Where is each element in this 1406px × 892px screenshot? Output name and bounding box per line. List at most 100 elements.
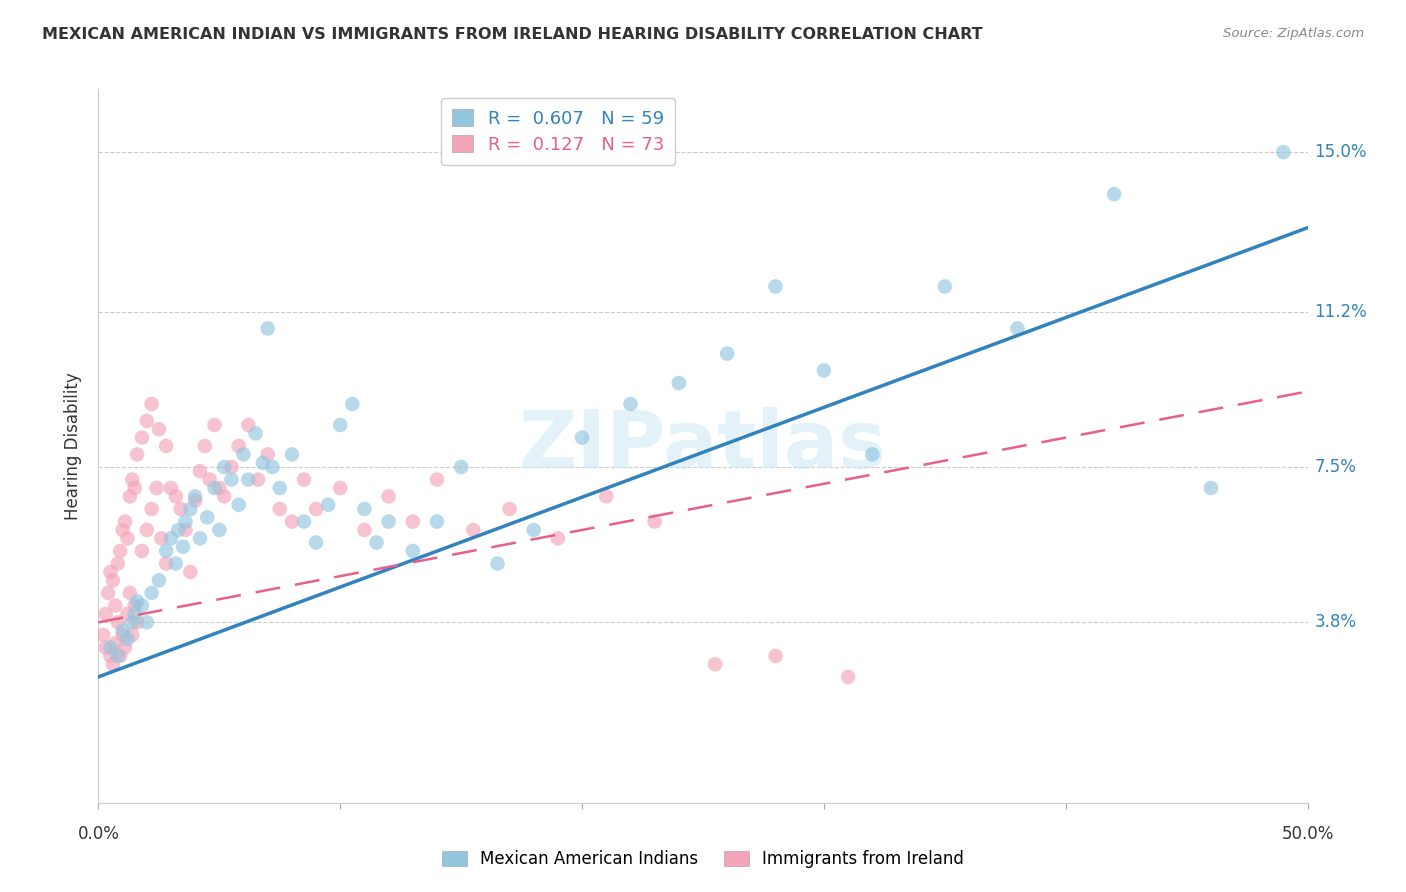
Point xyxy=(104,636,127,650)
Point xyxy=(228,498,250,512)
Point xyxy=(160,532,183,546)
Point xyxy=(281,447,304,461)
Point xyxy=(269,481,291,495)
Point xyxy=(292,515,315,529)
Point xyxy=(377,515,399,529)
Point xyxy=(135,615,157,630)
Point xyxy=(141,502,163,516)
Point xyxy=(100,640,122,655)
Point xyxy=(155,439,177,453)
Point xyxy=(252,456,274,470)
Point xyxy=(668,376,690,390)
Point xyxy=(117,607,139,621)
Point xyxy=(329,481,352,495)
Point xyxy=(208,481,231,495)
Point xyxy=(101,574,124,588)
Point xyxy=(188,464,211,478)
Point xyxy=(329,417,352,432)
Legend: Mexican American Indians, Immigrants from Ireland: Mexican American Indians, Immigrants fro… xyxy=(436,844,970,875)
Point xyxy=(402,544,425,558)
Point xyxy=(256,447,278,461)
Text: 0.0%: 0.0% xyxy=(77,825,120,843)
Point xyxy=(188,532,211,546)
Point xyxy=(221,473,243,487)
Point xyxy=(269,502,291,516)
Point xyxy=(124,599,146,613)
Point xyxy=(1199,481,1222,495)
Text: MEXICAN AMERICAN INDIAN VS IMMIGRANTS FROM IRELAND HEARING DISABILITY CORRELATIO: MEXICAN AMERICAN INDIAN VS IMMIGRANTS FR… xyxy=(42,27,983,42)
Point xyxy=(1272,145,1295,160)
Point xyxy=(91,628,114,642)
Point xyxy=(198,473,221,487)
Point xyxy=(100,565,122,579)
Text: 3.8%: 3.8% xyxy=(1315,614,1357,632)
Text: ZIPatlas: ZIPatlas xyxy=(519,407,887,485)
Point xyxy=(101,657,124,672)
Point xyxy=(108,544,131,558)
Point xyxy=(256,321,278,335)
Point xyxy=(194,439,217,453)
Point xyxy=(160,481,183,495)
Point xyxy=(245,426,267,441)
Point xyxy=(195,510,218,524)
Point xyxy=(184,489,207,503)
Point xyxy=(114,515,136,529)
Text: Source: ZipAtlas.com: Source: ZipAtlas.com xyxy=(1223,27,1364,40)
Point xyxy=(595,489,617,503)
Point xyxy=(377,489,399,503)
Point xyxy=(165,489,187,503)
Point xyxy=(127,615,149,630)
Point xyxy=(131,431,153,445)
Point xyxy=(104,599,127,613)
Point xyxy=(124,481,146,495)
Point xyxy=(114,640,136,655)
Point xyxy=(571,431,593,445)
Point xyxy=(135,414,157,428)
Point xyxy=(148,574,170,588)
Point xyxy=(426,515,449,529)
Point xyxy=(135,523,157,537)
Point xyxy=(97,586,120,600)
Point xyxy=(619,397,641,411)
Point xyxy=(281,515,304,529)
Point xyxy=(247,473,270,487)
Text: 50.0%: 50.0% xyxy=(1281,825,1334,843)
Point xyxy=(498,502,520,516)
Point xyxy=(127,594,149,608)
Point xyxy=(704,657,727,672)
Point xyxy=(179,565,201,579)
Point xyxy=(238,417,260,432)
Point xyxy=(111,628,134,642)
Point xyxy=(141,397,163,411)
Point xyxy=(208,523,231,537)
Point xyxy=(94,640,117,655)
Point xyxy=(316,498,339,512)
Point xyxy=(131,544,153,558)
Point xyxy=(934,279,956,293)
Text: 7.5%: 7.5% xyxy=(1315,458,1357,476)
Point xyxy=(463,523,485,537)
Point xyxy=(172,540,194,554)
Point xyxy=(100,648,122,663)
Point xyxy=(228,439,250,453)
Point xyxy=(165,557,187,571)
Point xyxy=(523,523,546,537)
Point xyxy=(141,586,163,600)
Point xyxy=(117,632,139,646)
Point xyxy=(169,502,191,516)
Point xyxy=(174,515,197,529)
Point xyxy=(716,346,738,360)
Point xyxy=(121,473,143,487)
Point xyxy=(765,279,787,293)
Point xyxy=(1102,187,1125,202)
Point xyxy=(426,473,449,487)
Point xyxy=(204,481,226,495)
Point xyxy=(150,532,173,546)
Point xyxy=(131,599,153,613)
Point xyxy=(94,607,117,621)
Text: 15.0%: 15.0% xyxy=(1315,143,1367,161)
Point xyxy=(813,363,835,377)
Point xyxy=(765,648,787,663)
Legend: R =  0.607   N = 59, R =  0.127   N = 73: R = 0.607 N = 59, R = 0.127 N = 73 xyxy=(441,98,675,165)
Point xyxy=(232,447,254,461)
